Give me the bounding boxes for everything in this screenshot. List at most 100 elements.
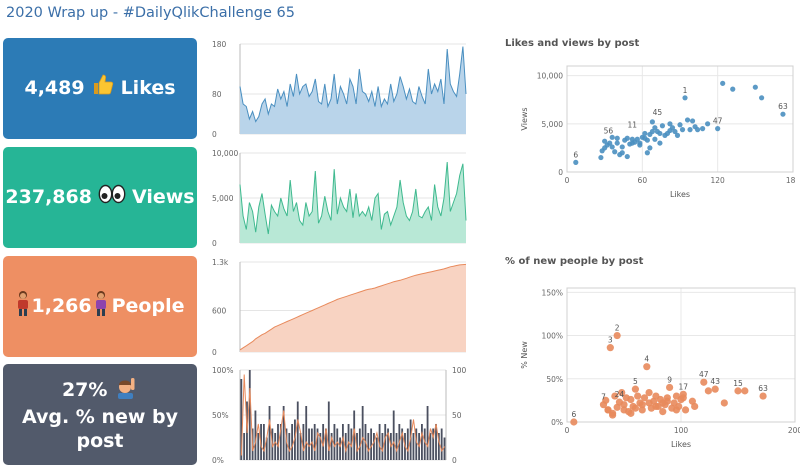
- people-bar: [305, 406, 308, 460]
- data-point: [609, 144, 615, 150]
- data-point: [752, 84, 758, 90]
- people-bar: [429, 433, 432, 460]
- x-tick-label: 180: [786, 176, 795, 185]
- people-bar: [279, 424, 282, 460]
- data-point: [602, 396, 610, 404]
- people-bar: [435, 424, 437, 460]
- people-bar: [341, 424, 344, 460]
- data-point: [634, 392, 642, 400]
- data-point: [645, 389, 653, 397]
- people-bar: [384, 424, 387, 460]
- data-point: [620, 406, 628, 414]
- y-tick-label: 600: [212, 306, 227, 315]
- people-bar: [327, 401, 330, 460]
- views-kpi-label: Views: [131, 185, 195, 208]
- point-label: 63: [758, 384, 768, 393]
- point-label: 6: [571, 410, 576, 419]
- data-point: [681, 406, 690, 414]
- x-tick-label: 60: [638, 176, 648, 185]
- views-kpi-tile[interactable]: 237,868 Views: [3, 147, 197, 248]
- data-point: [606, 344, 614, 352]
- person-icon: [94, 290, 108, 323]
- data-point: [669, 125, 676, 131]
- people-kpi-tile[interactable]: 1,266 People: [3, 256, 197, 357]
- people-bar: [387, 428, 389, 460]
- series-line: [239, 161, 467, 235]
- people-bar: [322, 424, 325, 460]
- thumbs-up-icon: [91, 73, 115, 104]
- new-pct-kpi-tile[interactable]: 27% Avg. % new by post: [3, 364, 197, 465]
- new-pct-kpi-label: Avg. % new by post: [21, 406, 179, 452]
- point-label: 24: [615, 390, 625, 399]
- people-bar: [344, 433, 347, 460]
- people-bar: [313, 424, 316, 460]
- point-label: 2: [615, 324, 620, 333]
- people-bar: [296, 401, 299, 460]
- people-bar: [370, 428, 373, 460]
- likes-sparkline-chart: 0 80 180: [212, 40, 467, 139]
- data-point: [644, 150, 650, 156]
- page-title: 2020 Wrap up - #DailyQlikChallenge 65: [6, 5, 295, 21]
- plot-frame: [566, 287, 796, 423]
- data-point: [620, 401, 628, 409]
- people-bar: [308, 428, 310, 460]
- data-point: [614, 140, 620, 146]
- people-kpi-value: 1,266: [31, 294, 92, 317]
- people-bar: [268, 406, 271, 460]
- point-label: 4: [644, 355, 649, 364]
- data-point: [631, 404, 639, 412]
- data-point: [687, 127, 693, 133]
- people-bar: [288, 433, 291, 460]
- data-point: [700, 126, 706, 132]
- data-point: [679, 394, 687, 402]
- data-point: [645, 399, 653, 407]
- data-point: [652, 402, 660, 411]
- woman-icon: [16, 290, 30, 323]
- point-label: 1: [683, 86, 688, 95]
- people-bar: [254, 410, 257, 460]
- new-pct-kpi-value: 27%: [61, 379, 108, 402]
- people-bar: [302, 424, 305, 460]
- people-bar: [415, 428, 418, 460]
- likes-kpi-tile[interactable]: 4,489 Likes: [3, 38, 197, 139]
- data-point: [602, 138, 608, 144]
- people-bar: [243, 433, 246, 460]
- people-bar: [294, 419, 296, 460]
- data-point: [657, 130, 663, 137]
- people-bar: [426, 406, 429, 460]
- data-point: [663, 397, 671, 405]
- y-tick-label: 150%: [542, 288, 563, 297]
- data-point: [657, 140, 663, 146]
- people-bar: [336, 428, 339, 460]
- data-point: [691, 402, 699, 411]
- data-point: [659, 123, 666, 129]
- series-line: [239, 46, 467, 123]
- people-bar: [274, 433, 277, 460]
- people-bar: [310, 428, 313, 460]
- people-bar: [299, 433, 302, 460]
- data-point: [720, 399, 728, 407]
- data-point: [573, 159, 579, 165]
- data-point: [711, 385, 719, 393]
- people-bar: [440, 428, 443, 460]
- x-tick-label: 100: [674, 426, 689, 435]
- data-point: [672, 128, 678, 135]
- y-tick-label: 0: [212, 239, 217, 248]
- y-tick-label: 0: [212, 130, 217, 139]
- x-axis-label: Likes: [670, 190, 690, 199]
- data-point: [634, 136, 640, 142]
- data-point: [667, 121, 673, 127]
- data-point: [631, 385, 639, 393]
- people-bar: [333, 424, 336, 460]
- data-point: [613, 331, 621, 340]
- point-label: 47: [713, 117, 723, 126]
- point-label: 45: [653, 108, 663, 117]
- y-tick-label: 0: [212, 348, 217, 357]
- data-point: [627, 395, 635, 404]
- views-kpi-value: 237,868: [5, 185, 92, 208]
- data-point: [612, 149, 618, 155]
- point-label: 43: [710, 377, 720, 386]
- y-tick-label: 50%: [546, 375, 563, 384]
- x-tick-label: 0: [565, 426, 570, 435]
- people-bar: [316, 428, 319, 460]
